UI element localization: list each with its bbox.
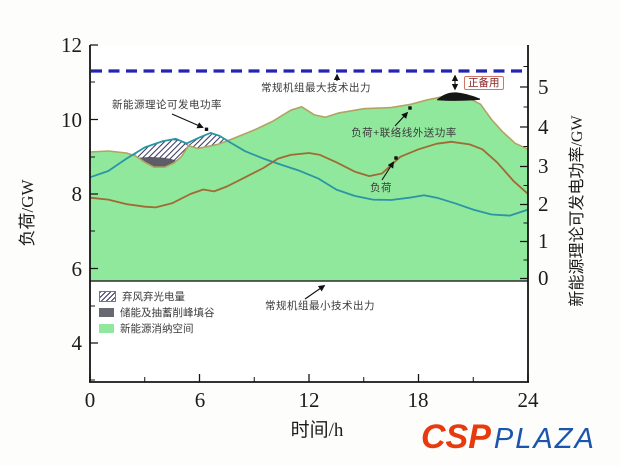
x-tick-12: 12 xyxy=(298,388,320,412)
annotation-load: 负荷 xyxy=(370,182,392,194)
annotation-load-plus-tieline: 负荷+联络线外送功率 xyxy=(351,127,457,139)
curtailment-swatch xyxy=(99,290,116,302)
left-minor-ticks xyxy=(90,81,95,381)
legend-item-consumption-space: 新能源消纳空间 xyxy=(99,322,215,335)
annotation-min-output: 常规机组最小技术出力 xyxy=(265,300,375,312)
theoretical-curve xyxy=(89,132,529,217)
bottom-major-ticks xyxy=(89,374,529,382)
x-tick-18: 18 xyxy=(407,388,429,412)
axis-ticks xyxy=(89,44,529,382)
right-tick-4: 4 xyxy=(538,115,549,139)
left-tick-6: 6 xyxy=(71,257,83,281)
x-tick-0: 0 xyxy=(84,388,96,412)
x-axis-title: 时间/h xyxy=(290,420,344,441)
right-major-ticks xyxy=(520,86,528,280)
y-axis-title-left: 负荷/GW xyxy=(18,179,37,247)
legend-label: 新能源消纳空间 xyxy=(120,322,194,335)
load-plus-tie-arrow xyxy=(394,111,409,127)
consumption-area xyxy=(90,96,528,281)
y-axis-title-right: 新能源理论可发电功率/GW xyxy=(569,115,586,307)
legend-item-storage: 储能及抽蓄削峰填谷 xyxy=(99,306,215,319)
legend-label: 储能及抽蓄削峰填谷 xyxy=(120,306,215,319)
storage-swatch xyxy=(99,307,114,317)
left-tick-10: 10 xyxy=(61,108,82,132)
left-tick-4: 4 xyxy=(71,331,83,355)
x-tick-24: 24 xyxy=(517,388,539,412)
load-curve xyxy=(89,140,529,209)
right-tick-0: 0 xyxy=(538,266,549,290)
right-minor-ticks xyxy=(523,66,528,261)
legend-label: 弃风弃光电量 xyxy=(122,290,185,303)
left-major-ticks xyxy=(90,44,98,344)
right-tick-3: 3 xyxy=(538,154,549,178)
logo-plaza-text: PLAZA xyxy=(493,423,596,455)
csp-plaza-logo: CSP PLAZA xyxy=(421,418,596,457)
annotation-theoretical-power: 新能源理论可发电功率 xyxy=(112,99,222,111)
annotation-max-output: 常规机组最大技术出力 xyxy=(261,82,371,94)
logo-csp-text: CSP xyxy=(421,418,491,456)
reserve-label: 正备用 xyxy=(464,76,504,90)
x-tick-6: 6 xyxy=(194,388,206,412)
callout-dots xyxy=(204,106,412,160)
left-tick-12: 12 xyxy=(61,33,82,57)
min-output-arrow xyxy=(304,284,326,300)
theoretical-arrow xyxy=(171,113,204,129)
bottom-minor-ticks xyxy=(144,377,474,382)
annotation-reserve: 正备用 xyxy=(464,73,504,91)
reserve-cap xyxy=(437,92,480,101)
right-tick-2: 2 xyxy=(538,192,549,216)
right-tick-5: 5 xyxy=(538,75,549,99)
legend: 弃风弃光电量 储能及抽蓄削峰填谷 新能源消纳空间 xyxy=(99,290,215,335)
load-arrow xyxy=(381,161,394,181)
legend-item-curtailment: 弃风弃光电量 xyxy=(99,290,215,303)
callout-arrows xyxy=(171,73,459,300)
left-tick-8: 8 xyxy=(71,182,83,206)
consumption-swatch xyxy=(99,323,114,333)
right-tick-1: 1 xyxy=(538,229,549,253)
